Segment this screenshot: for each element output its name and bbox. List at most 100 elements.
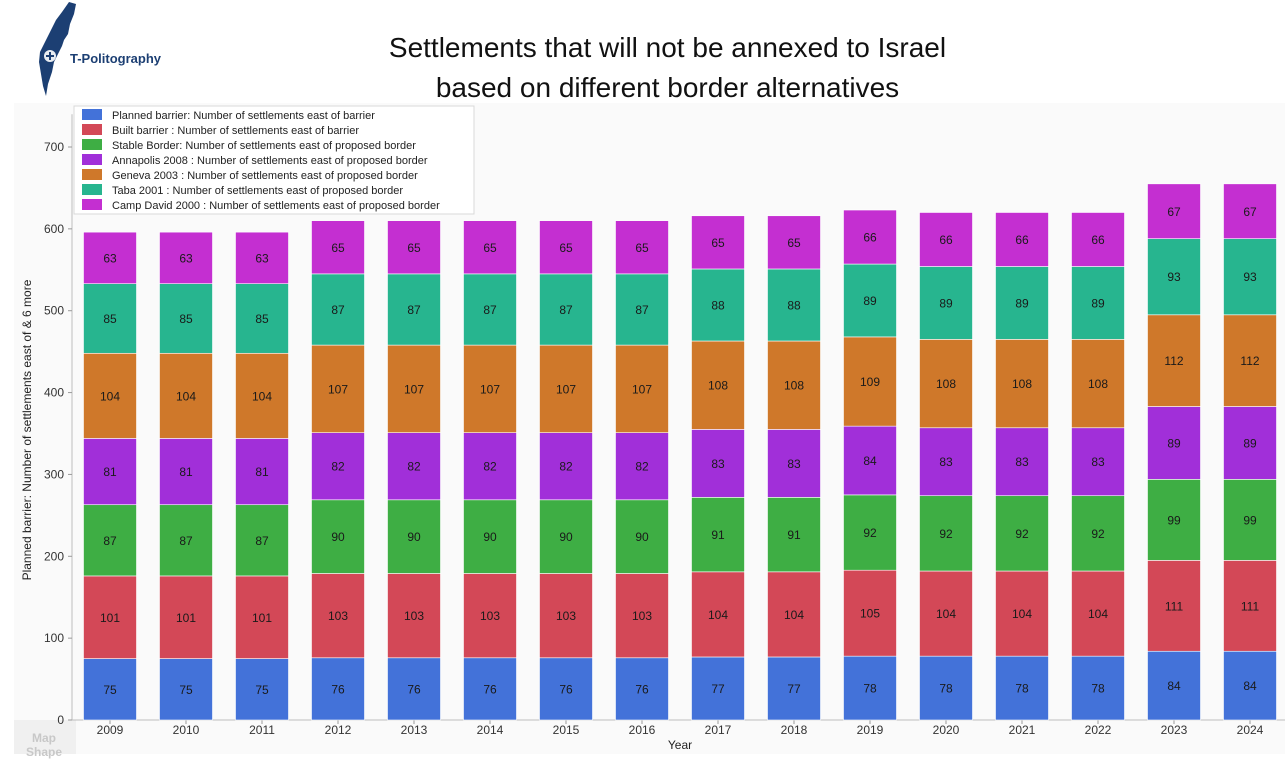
data-label: 78 <box>1015 682 1029 696</box>
legend-entry: Planned barrier: Number of settlements e… <box>112 110 375 122</box>
data-label: 66 <box>1091 233 1105 247</box>
x-tick-label: 2017 <box>705 723 732 737</box>
data-label: 67 <box>1167 205 1181 219</box>
legend-swatch <box>82 109 102 120</box>
data-label: 108 <box>1088 377 1108 391</box>
data-label: 103 <box>328 609 348 623</box>
bar-segment <box>83 504 137 577</box>
data-label: 67 <box>1243 205 1257 219</box>
data-label: 101 <box>252 611 272 625</box>
x-tick-label: 2023 <box>1161 723 1188 737</box>
bar-segment <box>843 336 897 427</box>
data-label: 85 <box>179 312 193 326</box>
bar-segment <box>691 340 745 430</box>
bar-segment <box>235 504 289 577</box>
x-tick-label: 2011 <box>249 723 275 737</box>
data-label: 66 <box>1015 233 1029 247</box>
data-label: 87 <box>179 534 193 548</box>
data-label: 81 <box>255 465 269 479</box>
bar-segment <box>235 658 289 721</box>
data-label: 82 <box>559 460 573 474</box>
data-label: 82 <box>407 460 421 474</box>
data-label: 99 <box>1167 513 1181 527</box>
data-label: 92 <box>863 526 877 540</box>
legend-swatch <box>82 139 102 150</box>
map-shape-tab[interactable] <box>14 720 76 754</box>
bar-segment <box>159 352 213 439</box>
x-tick-label: 2024 <box>1237 723 1264 737</box>
bar-segment <box>159 283 213 354</box>
data-label: 111 <box>1165 599 1184 613</box>
data-label: 81 <box>103 465 117 479</box>
data-label: 63 <box>179 251 193 265</box>
y-tick-label: 500 <box>44 304 64 318</box>
bar-segment <box>1147 406 1201 480</box>
data-label: 65 <box>711 236 725 250</box>
data-label: 78 <box>1091 682 1105 696</box>
chart-title: Settlements that will not be annexed to … <box>300 28 1035 108</box>
data-label: 90 <box>331 530 345 544</box>
bar-segment <box>995 655 1049 721</box>
bar-segment <box>311 220 365 275</box>
bar-segment <box>539 344 593 433</box>
bar-segment <box>235 438 289 506</box>
bar-segment <box>1223 183 1277 239</box>
data-label: 82 <box>483 460 497 474</box>
bar-segment <box>1223 314 1277 407</box>
data-label: 87 <box>331 303 345 317</box>
bar-segment <box>691 497 745 573</box>
bar-segment <box>919 495 973 572</box>
bar-segment <box>159 231 213 285</box>
data-label: 83 <box>1091 455 1105 469</box>
bar-segment <box>767 571 821 658</box>
data-label: 111 <box>1241 599 1260 613</box>
data-label: 84 <box>863 454 877 468</box>
data-label: 88 <box>711 298 725 312</box>
data-label: 84 <box>1167 679 1181 693</box>
data-label: 65 <box>787 236 801 250</box>
x-tick-label: 2022 <box>1085 723 1112 737</box>
bar-segment <box>83 352 137 439</box>
bar-segment <box>311 344 365 433</box>
bar-segment <box>83 658 137 721</box>
bar-segment <box>843 655 897 721</box>
data-label: 89 <box>1015 296 1029 310</box>
bar-segment <box>691 656 745 721</box>
bar-segment <box>463 657 517 721</box>
data-label: 92 <box>939 527 953 541</box>
bar-segment <box>539 657 593 721</box>
data-label: 108 <box>708 379 728 393</box>
bar-segment <box>615 220 669 275</box>
bar-segment <box>767 656 821 721</box>
bar-segment <box>919 266 973 340</box>
bars: 75 101 87 81 104 85 63 75 101 87 81 104 85 63 75 101 87 8… <box>83 183 1277 721</box>
data-label: 89 <box>1091 296 1105 310</box>
data-label: 76 <box>483 682 497 696</box>
x-tick-label: 2018 <box>781 723 808 737</box>
data-label: 93 <box>1167 270 1181 284</box>
bar-segment <box>1223 479 1277 561</box>
x-tick-label: 2021 <box>1009 723 1036 737</box>
data-label: 87 <box>103 534 117 548</box>
data-label: 104 <box>784 608 804 622</box>
bar-segment <box>235 231 289 285</box>
bar-segment <box>691 268 745 342</box>
bar-segment <box>995 495 1049 572</box>
data-label: 107 <box>404 382 424 396</box>
data-label: 90 <box>483 530 497 544</box>
x-tick-label: 2016 <box>629 723 656 737</box>
data-label: 107 <box>480 382 500 396</box>
legend-entry: Built barrier : Number of settlements ea… <box>112 125 359 137</box>
bar-segment <box>1071 655 1125 721</box>
data-label: 63 <box>255 251 269 265</box>
data-label: 87 <box>635 303 649 317</box>
data-label: 103 <box>480 609 500 623</box>
x-tick-label: 2013 <box>401 723 428 737</box>
y-axis-label: Planned barrier: Number of settlements e… <box>20 279 34 580</box>
data-label: 83 <box>711 457 725 471</box>
data-label: 104 <box>176 389 196 403</box>
data-label: 105 <box>860 607 880 621</box>
bar-segment <box>843 494 897 571</box>
data-label: 87 <box>407 303 421 317</box>
x-tick-label: 2020 <box>933 723 960 737</box>
